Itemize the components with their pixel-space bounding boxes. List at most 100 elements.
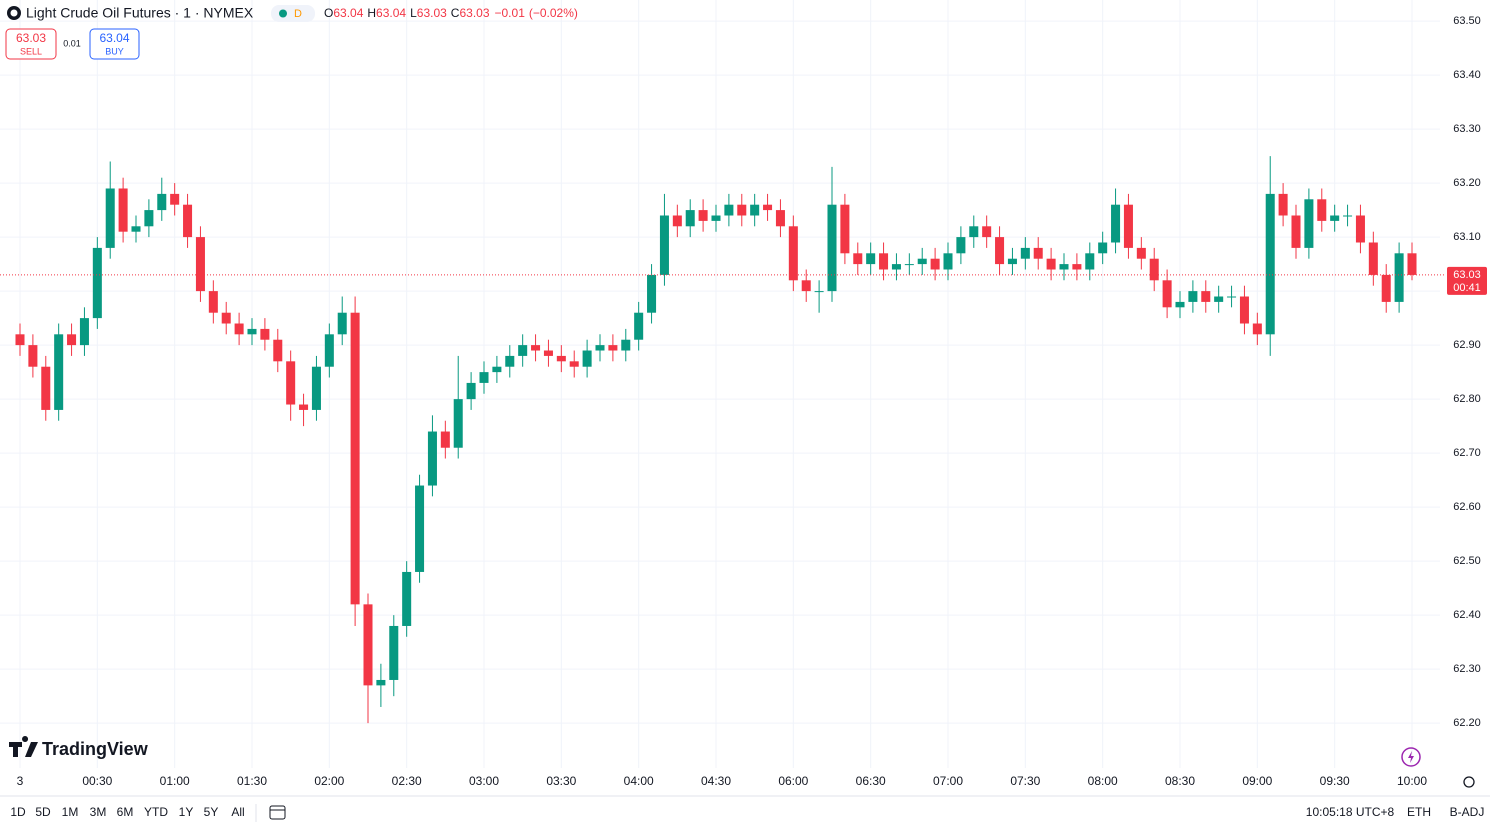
- range-button[interactable]: 1Y: [179, 805, 194, 819]
- candle-body: [737, 204, 747, 216]
- last-price-label: 63.03: [1453, 269, 1481, 281]
- x-tick-label: 01:30: [237, 774, 267, 788]
- candle-body: [750, 204, 760, 216]
- candle-body: [350, 312, 360, 605]
- candle-body: [1343, 215, 1353, 217]
- logo-icon: [9, 736, 38, 757]
- y-tick-label: 63.50: [1453, 15, 1481, 27]
- candle-body: [698, 210, 708, 221]
- candle-body: [195, 237, 205, 292]
- candle-body: [105, 188, 115, 248]
- last-price-box: [1447, 266, 1487, 295]
- range-button[interactable]: YTD: [144, 805, 168, 819]
- candle-body: [775, 210, 785, 227]
- logo-text[interactable]: TradingView: [42, 739, 149, 759]
- candle-body: [15, 334, 25, 346]
- session[interactable]: ETH: [1407, 805, 1431, 819]
- status-pill[interactable]: [271, 5, 315, 22]
- candle-body: [1201, 291, 1211, 302]
- y-tick-label: 62.60: [1453, 501, 1481, 513]
- candle-body: [1368, 242, 1378, 275]
- calendar-icon[interactable]: [269, 805, 286, 820]
- candle-body: [92, 247, 102, 319]
- candle-body: [311, 366, 321, 410]
- y-tick-label: 62.80: [1453, 393, 1481, 405]
- candle-body: [763, 204, 773, 211]
- candle-body: [28, 345, 38, 367]
- settings-icon[interactable]: [1463, 776, 1475, 788]
- ohlc-value: 63.04: [376, 6, 406, 20]
- sell-label: SELL: [20, 46, 42, 56]
- range-button[interactable]: All: [231, 805, 244, 819]
- candle-body: [170, 193, 180, 205]
- sell-button[interactable]: [5, 28, 57, 60]
- x-tick-label: 04:00: [624, 774, 654, 788]
- market-open-dot: [279, 9, 287, 18]
- clock[interactable]: 10:05:18 UTC+8: [1306, 805, 1395, 819]
- flash-icon[interactable]: [1401, 747, 1421, 767]
- y-tick-label: 62.50: [1453, 555, 1481, 567]
- candle-body: [930, 258, 940, 270]
- candle-body: [286, 361, 296, 405]
- chart-title[interactable]: Light Crude Oil Futures · 1 · NYMEX: [26, 5, 254, 21]
- candle-body: [208, 291, 218, 313]
- candle-body: [1355, 215, 1365, 243]
- ohlc-label: L: [410, 6, 417, 20]
- ohlc-legend: O63.04 H63.04 L63.03 C63.03 −0.01 (−0.02%): [324, 6, 578, 20]
- ohlc-label: O: [324, 6, 333, 20]
- spread: 0.01: [63, 38, 81, 48]
- candle-body: [1304, 199, 1314, 248]
- candle-body: [840, 204, 850, 254]
- ohlc-value: 63.03: [459, 6, 489, 20]
- range-button[interactable]: 5D: [35, 805, 51, 819]
- range-button[interactable]: 5Y: [204, 805, 219, 819]
- candle-body: [724, 204, 734, 216]
- candle-body: [801, 280, 811, 292]
- candle-body: [608, 345, 618, 351]
- x-tick-label: 08:30: [1165, 774, 1195, 788]
- candle-body: [67, 334, 77, 346]
- candle-body: [621, 339, 631, 351]
- ohlc-value: 63.04: [333, 6, 363, 20]
- candle-body: [1149, 258, 1159, 281]
- candle-body: [659, 215, 669, 275]
- candle-body: [956, 237, 966, 254]
- y-tick-label: 63.20: [1453, 177, 1481, 189]
- adjustment[interactable]: B-ADJ: [1450, 805, 1485, 819]
- candle-body: [221, 312, 231, 324]
- x-tick-label: 00:30: [82, 774, 112, 788]
- x-tick-label: 07:00: [933, 774, 963, 788]
- candle-body: [247, 328, 257, 335]
- ohlc-value: 63.03: [417, 6, 447, 20]
- range-button[interactable]: 6M: [117, 805, 134, 819]
- y-tick-label: 62.70: [1453, 447, 1481, 459]
- candle-body: [118, 188, 128, 232]
- candle-body: [1059, 264, 1069, 270]
- candle-body: [1123, 204, 1133, 248]
- candle-body: [1317, 199, 1327, 221]
- candle-body: [518, 345, 528, 356]
- range-button[interactable]: 1M: [62, 805, 79, 819]
- candle-body: [943, 253, 953, 270]
- candle-body: [402, 571, 412, 626]
- candle-body: [917, 258, 927, 265]
- y-tick-label: 63.10: [1453, 231, 1481, 243]
- candle-body: [299, 404, 309, 410]
- range-button[interactable]: 3M: [90, 805, 107, 819]
- candle-body: [427, 431, 437, 486]
- candle-body: [1111, 204, 1121, 243]
- y-tick-label: 62.20: [1453, 717, 1481, 729]
- candle-body: [995, 237, 1005, 265]
- candle-body: [479, 372, 489, 383]
- candle-body: [969, 226, 979, 238]
- x-tick-label: 04:30: [701, 774, 731, 788]
- candle-body: [376, 679, 386, 686]
- candle-body: [582, 350, 592, 367]
- candle-body: [531, 345, 541, 351]
- range-button[interactable]: 1D: [10, 805, 26, 819]
- buy-button[interactable]: [89, 28, 140, 60]
- grid-layer: [0, 0, 1440, 768]
- countdown: 00:41: [1453, 282, 1481, 294]
